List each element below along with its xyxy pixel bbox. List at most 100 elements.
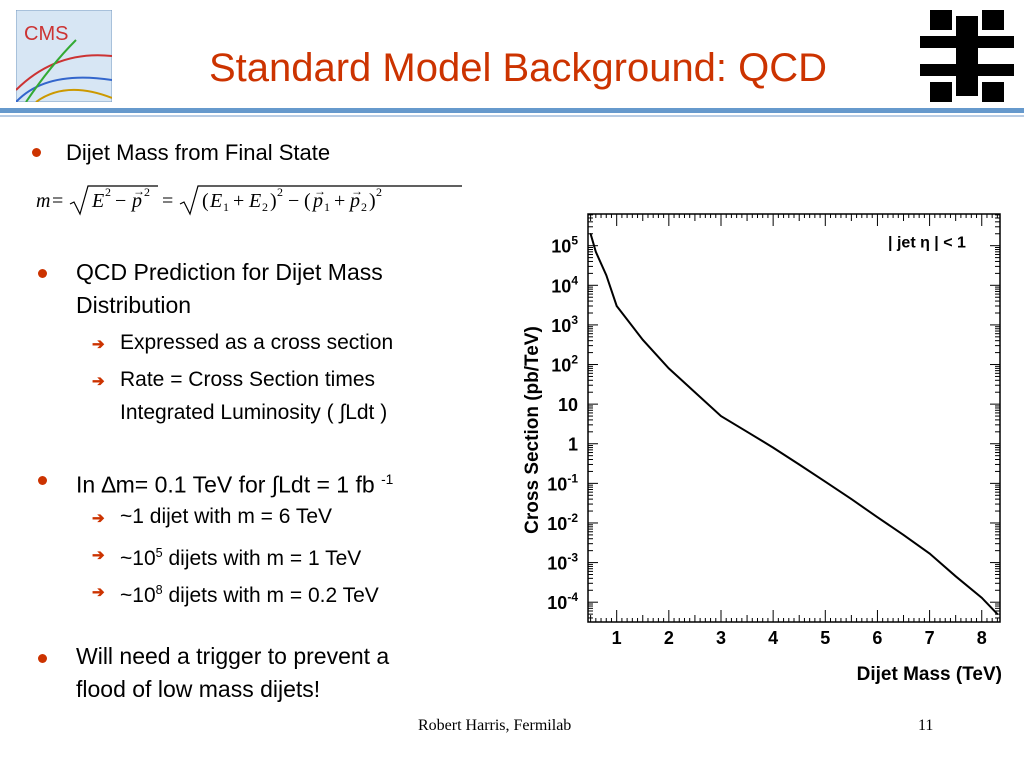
svg-text:m: m (36, 190, 50, 212)
bullet-trigger-line2: flood of low mass dijets! (76, 676, 321, 702)
y-tick-label: 10-1 (547, 471, 578, 494)
svg-text:−: − (288, 190, 299, 212)
y-tick-label: 105 (551, 234, 578, 257)
data-point (876, 516, 879, 518)
data-point (668, 367, 670, 370)
sub-cross-section: Expressed as a cross section (120, 331, 394, 354)
svg-text:(: ( (304, 190, 311, 212)
sub-1e8-text: dijets with m = 0.2 TeV (162, 584, 379, 607)
svg-text:E: E (91, 190, 104, 212)
luminosity-exponent: -1 (381, 472, 394, 487)
sub-one-dijet: ~1 dijet with m = 6 TeV (120, 505, 333, 528)
fermilab-logo (920, 10, 1014, 102)
arrow-bullet-icon: ➔ (92, 584, 105, 601)
y-axis-label: Cross Section (pb/TeV) (522, 326, 543, 534)
svg-text:p: p (311, 190, 323, 212)
slide-title: Standard Model Background: QCD (208, 46, 828, 90)
svg-text:E: E (248, 190, 261, 212)
svg-text:2: 2 (105, 185, 111, 199)
svg-text:1: 1 (223, 200, 229, 214)
dijet-mass-formula: m = E 2 − p → 2 = ( E 1 + E 2 ) 2 − ( p … (36, 180, 476, 226)
y-tick-label: 10 (558, 395, 578, 415)
svg-text:=: = (162, 190, 173, 212)
bullet-qcd-prediction: QCD Prediction for Dijet Mass Distributi… (76, 259, 383, 318)
bullet-trigger-line1: Will need a trigger to prevent a (76, 643, 390, 669)
sub-rate-line2: Integrated Luminosity ( ∫Ldt ) (120, 401, 388, 424)
bullet-luminosity: In ∆m= 0.1 TeV for ∫Ldt = 1 fb -1 (76, 463, 393, 502)
svg-text:E: E (209, 190, 222, 212)
x-tick-label: 4 (768, 628, 778, 648)
svg-text:p: p (348, 190, 360, 212)
svg-text:): ) (369, 190, 376, 212)
data-point (928, 552, 931, 555)
x-tick-label: 2 (664, 628, 674, 648)
cross-section-curve (589, 233, 999, 615)
arrow-bullet-icon: ➔ (92, 510, 105, 527)
svg-text:2: 2 (376, 185, 382, 199)
x-tick-label: 6 (872, 628, 882, 648)
x-tick-label: 5 (820, 628, 830, 648)
data-point (595, 251, 597, 253)
svg-text:p: p (130, 190, 142, 212)
data-point (850, 498, 853, 500)
data-point (954, 575, 957, 578)
formula-svg: m = E 2 − p → 2 = ( E 1 + E 2 ) 2 − ( p … (36, 184, 462, 216)
y-tick-label: 10-2 (547, 511, 578, 534)
data-point (798, 463, 801, 466)
x-axis-label: Dijet Mass (TeV) (857, 664, 1002, 685)
data-point (772, 446, 774, 449)
eta-cut-annotation: | jet η | < 1 (888, 235, 966, 252)
bullet-dot (38, 269, 47, 278)
x-tick-label: 1 (612, 628, 622, 648)
sub-rate-line1: Rate = Cross Section times (120, 368, 376, 391)
data-point (824, 480, 827, 483)
title-divider-lower (0, 115, 1024, 117)
sub-1e5-text: dijets with m = 1 TeV (162, 547, 362, 570)
footer-author: Robert Harris, Fermilab (418, 717, 572, 734)
svg-text:→: → (351, 184, 363, 198)
svg-text:+: + (334, 190, 345, 212)
x-tick-label: 8 (977, 628, 987, 648)
y-tick-label: 103 (551, 313, 578, 336)
bullet-dot (38, 654, 47, 663)
x-tick-label: 3 (716, 628, 726, 648)
svg-text:2: 2 (144, 185, 150, 199)
data-point (615, 305, 618, 307)
svg-text:1: 1 (324, 200, 330, 214)
svg-text:2: 2 (277, 185, 283, 199)
arrow-bullet-icon: ➔ (92, 373, 105, 390)
arrow-bullet-icon: ➔ (92, 547, 105, 564)
data-point (694, 391, 696, 394)
svg-text:→: → (314, 184, 326, 198)
data-point (720, 415, 722, 417)
y-tick-label: 1 (568, 435, 578, 455)
sub-1e8-exp: 8 (155, 583, 163, 597)
data-point (746, 431, 748, 433)
arrow-bullet-icon: ➔ (92, 336, 105, 353)
svg-text:−: − (115, 190, 126, 212)
y-tick-label: 10-3 (547, 551, 578, 574)
data-point (641, 339, 644, 341)
svg-text:): ) (270, 190, 277, 212)
svg-text:2: 2 (361, 200, 367, 214)
data-point (605, 274, 608, 276)
sub-1e8-dijets: ~108 dijets with m = 0.2 TeV (120, 574, 379, 612)
luminosity-text: In ∆m= 0.1 TeV for ∫Ldt = 1 fb (76, 471, 375, 498)
svg-text:CMS: CMS (24, 23, 68, 45)
bullet-dot (32, 148, 41, 157)
sub-1e5-exp: 5 (155, 546, 163, 560)
bullet-dot (38, 476, 47, 485)
bullet-dijet-mass: Dijet Mass from Final State (66, 140, 331, 165)
svg-text:2: 2 (262, 200, 268, 214)
sub-1e5-base: ~10 (120, 547, 156, 570)
data-point (589, 232, 592, 235)
x-tick-label: 7 (925, 628, 935, 648)
title-divider (0, 108, 1024, 113)
sub-1e8-base: ~10 (120, 584, 156, 607)
data-point (902, 534, 905, 536)
svg-text:(: ( (202, 190, 209, 212)
svg-text:+: + (233, 190, 244, 212)
data-point (996, 613, 999, 615)
svg-text:→: → (133, 184, 145, 198)
